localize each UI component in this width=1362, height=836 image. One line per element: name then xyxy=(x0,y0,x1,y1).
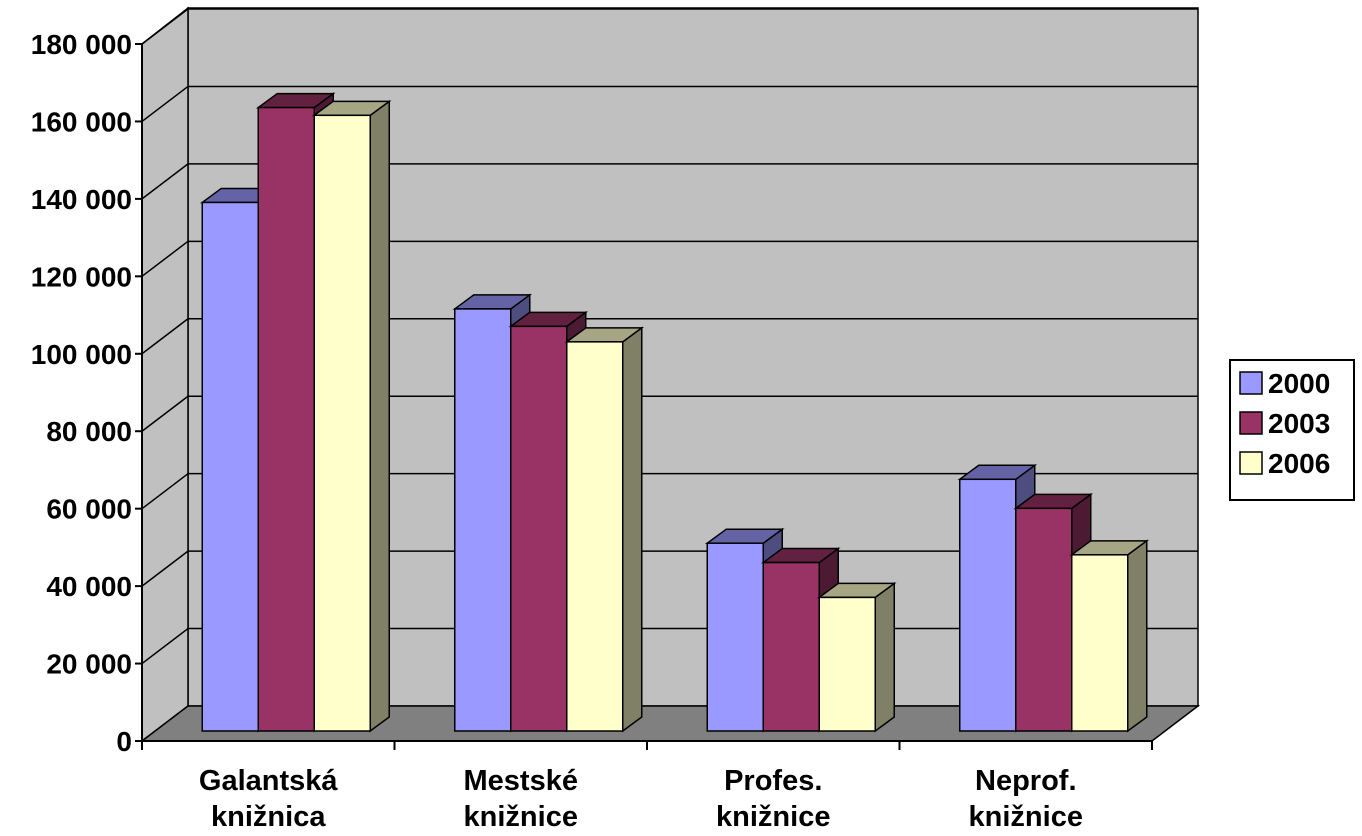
bar-front xyxy=(818,596,876,732)
y-tick-label: 60 000 xyxy=(46,494,132,525)
y-tick-label: 120 000 xyxy=(31,261,132,292)
bar-front xyxy=(454,308,512,732)
bar-2006 xyxy=(816,581,897,733)
bar-2006 xyxy=(1069,539,1150,733)
y-tick-label: 160 000 xyxy=(31,106,132,137)
y-tick-label: 0 xyxy=(116,726,132,757)
bar-side xyxy=(622,326,643,733)
bar-side xyxy=(369,99,390,733)
legend-swatch xyxy=(1239,451,1263,475)
legend-label: 2006 xyxy=(1268,448,1330,479)
bar-front xyxy=(1071,554,1129,732)
category-label: Profes. knižnice xyxy=(716,765,830,833)
legend: 2000 2003 2006 xyxy=(1229,359,1355,501)
legend-swatch xyxy=(1239,371,1263,395)
bar-front xyxy=(959,478,1017,732)
y-tick-label: 100 000 xyxy=(31,339,132,370)
bar-side xyxy=(1127,539,1148,733)
x-axis: Galantská knižnica Mestské knižnice Profes. k… xyxy=(141,740,1153,833)
y-tick-label: 180 000 xyxy=(31,29,132,60)
gridline-side xyxy=(141,240,189,277)
y-axis: 0 20 000 40 000 60 000 80 000 100 000 120 000 1… xyxy=(31,29,143,757)
gridline-side xyxy=(141,627,189,665)
y-tick-label: 20 000 xyxy=(46,649,132,680)
bar-2006 xyxy=(311,99,392,733)
category-label: Galantská knižnica xyxy=(199,765,338,833)
y-tick-label: 140 000 xyxy=(31,184,132,215)
gridline-side xyxy=(141,395,189,432)
gridline-side xyxy=(141,8,189,45)
bar-front xyxy=(313,114,371,732)
gridline-side xyxy=(141,163,189,200)
bar-front xyxy=(566,341,624,732)
category-label: Mestské knižnice xyxy=(464,765,578,833)
legend-label: 2000 xyxy=(1268,368,1330,399)
legend-label: 2003 xyxy=(1268,408,1330,439)
bars xyxy=(199,92,1150,733)
bar-side xyxy=(874,581,895,733)
gridline-side xyxy=(141,550,189,587)
bar-front xyxy=(201,201,259,732)
bar-front xyxy=(706,542,764,732)
gridline-side xyxy=(141,318,189,355)
bar-2006 xyxy=(564,326,645,733)
gridline-side xyxy=(141,473,189,510)
side-wall xyxy=(141,6,189,743)
legend-swatch xyxy=(1239,411,1263,435)
gridline-side xyxy=(141,85,189,123)
bar-front xyxy=(510,325,568,732)
y-tick-label: 40 000 xyxy=(46,571,132,602)
y-tick-label: 80 000 xyxy=(46,416,132,447)
bar-front xyxy=(1015,507,1073,732)
bar-front xyxy=(257,106,315,732)
category-label: Neprof. knižnice xyxy=(969,765,1083,833)
bar-front xyxy=(762,561,820,732)
